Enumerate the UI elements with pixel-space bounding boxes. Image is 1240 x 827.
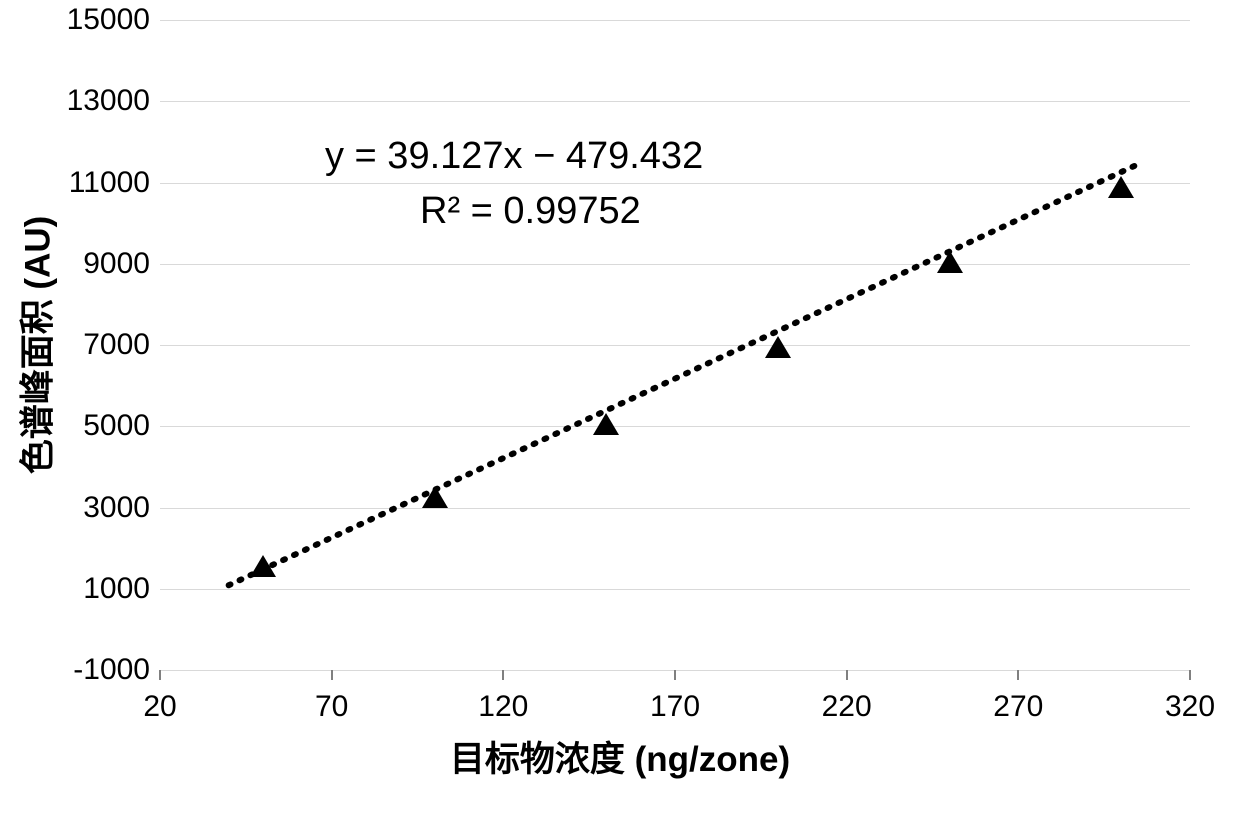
y-tick-label: 15000 — [67, 3, 150, 37]
x-tick-mark — [1017, 670, 1019, 680]
x-tick-mark — [846, 670, 848, 680]
x-tick-mark — [159, 670, 161, 680]
y-tick-label: 9000 — [83, 247, 150, 281]
x-tick-mark — [1189, 670, 1191, 680]
x-tick-mark — [331, 670, 333, 680]
trendline — [160, 20, 1190, 670]
y-tick-label: 5000 — [83, 409, 150, 443]
data-point — [937, 251, 963, 273]
x-tick-mark — [502, 670, 504, 680]
data-point — [593, 413, 619, 435]
data-point — [250, 555, 276, 577]
x-axis-label: 目标物浓度 (ng/zone) — [450, 731, 790, 782]
y-tick-label: -1000 — [73, 653, 150, 687]
x-tick-label: 120 — [478, 690, 528, 724]
y-tick-label: 11000 — [69, 166, 150, 200]
x-tick-mark — [674, 670, 676, 680]
equation-annotation: y = 39.127x − 479.432 — [325, 135, 703, 178]
y-tick-label: 1000 — [83, 572, 150, 606]
x-tick-label: 320 — [1165, 690, 1215, 724]
y-axis-label: 色谱峰面积 (AU) — [10, 216, 61, 475]
calibration-chart: 色谱峰面积 (AU) 目标物浓度 (ng/zone) -1000 1000 3000… — [0, 0, 1240, 827]
r-squared-annotation: R² = 0.99752 — [420, 190, 641, 233]
x-tick-label: 270 — [993, 690, 1043, 724]
data-point — [1108, 176, 1134, 198]
x-tick-label: 170 — [650, 690, 700, 724]
x-tick-label: 70 — [315, 690, 348, 724]
y-tick-label: 13000 — [67, 84, 150, 118]
x-tick-label: 220 — [822, 690, 872, 724]
data-point — [422, 486, 448, 508]
data-point — [765, 336, 791, 358]
y-tick-label: 7000 — [83, 328, 150, 362]
y-tick-label: 3000 — [83, 491, 150, 525]
x-tick-label: 20 — [143, 690, 176, 724]
